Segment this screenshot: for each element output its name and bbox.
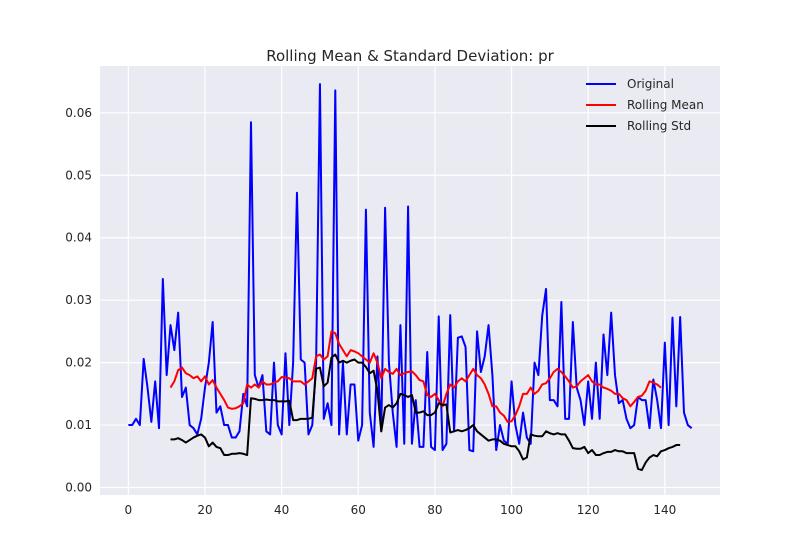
x-tick-label: 140 bbox=[653, 503, 676, 517]
x-tick-label: 120 bbox=[577, 503, 600, 517]
y-tick-label: 0.04 bbox=[65, 231, 92, 245]
y-tick-label: 0.03 bbox=[65, 293, 92, 307]
legend: Original Rolling Mean Rolling Std bbox=[586, 77, 704, 133]
legend-label-rolling-mean: Rolling Mean bbox=[627, 98, 704, 112]
x-tick-label: 80 bbox=[427, 503, 442, 517]
legend-label-original: Original bbox=[627, 77, 674, 91]
rolling-std-line bbox=[170, 353, 681, 472]
x-tick-label: 100 bbox=[500, 503, 523, 517]
y-tick-label: 0.06 bbox=[65, 106, 92, 120]
y-tick-label: 0.01 bbox=[65, 418, 92, 432]
rolling-mean-line bbox=[169, 330, 662, 423]
y-tick-label: 0.00 bbox=[65, 481, 92, 495]
y-axis-ticks: 0.00 0.01 0.02 0.03 0.04 0.05 0.06 bbox=[65, 106, 92, 495]
legend-label-rolling-std: Rolling Std bbox=[627, 119, 691, 133]
y-tick-label: 0.05 bbox=[65, 168, 92, 182]
x-tick-label: 40 bbox=[274, 503, 289, 517]
x-tick-label: 20 bbox=[197, 503, 212, 517]
original-line bbox=[128, 83, 693, 453]
y-tick-label: 0.02 bbox=[65, 356, 92, 370]
series-layer bbox=[128, 83, 693, 472]
chart-title: Rolling Mean & Standard Deviation: pr bbox=[266, 47, 554, 65]
x-tick-label: 0 bbox=[125, 503, 133, 517]
x-tick-label: 60 bbox=[351, 503, 366, 517]
x-axis-ticks: 0 20 40 60 80 100 120 140 bbox=[125, 503, 677, 517]
